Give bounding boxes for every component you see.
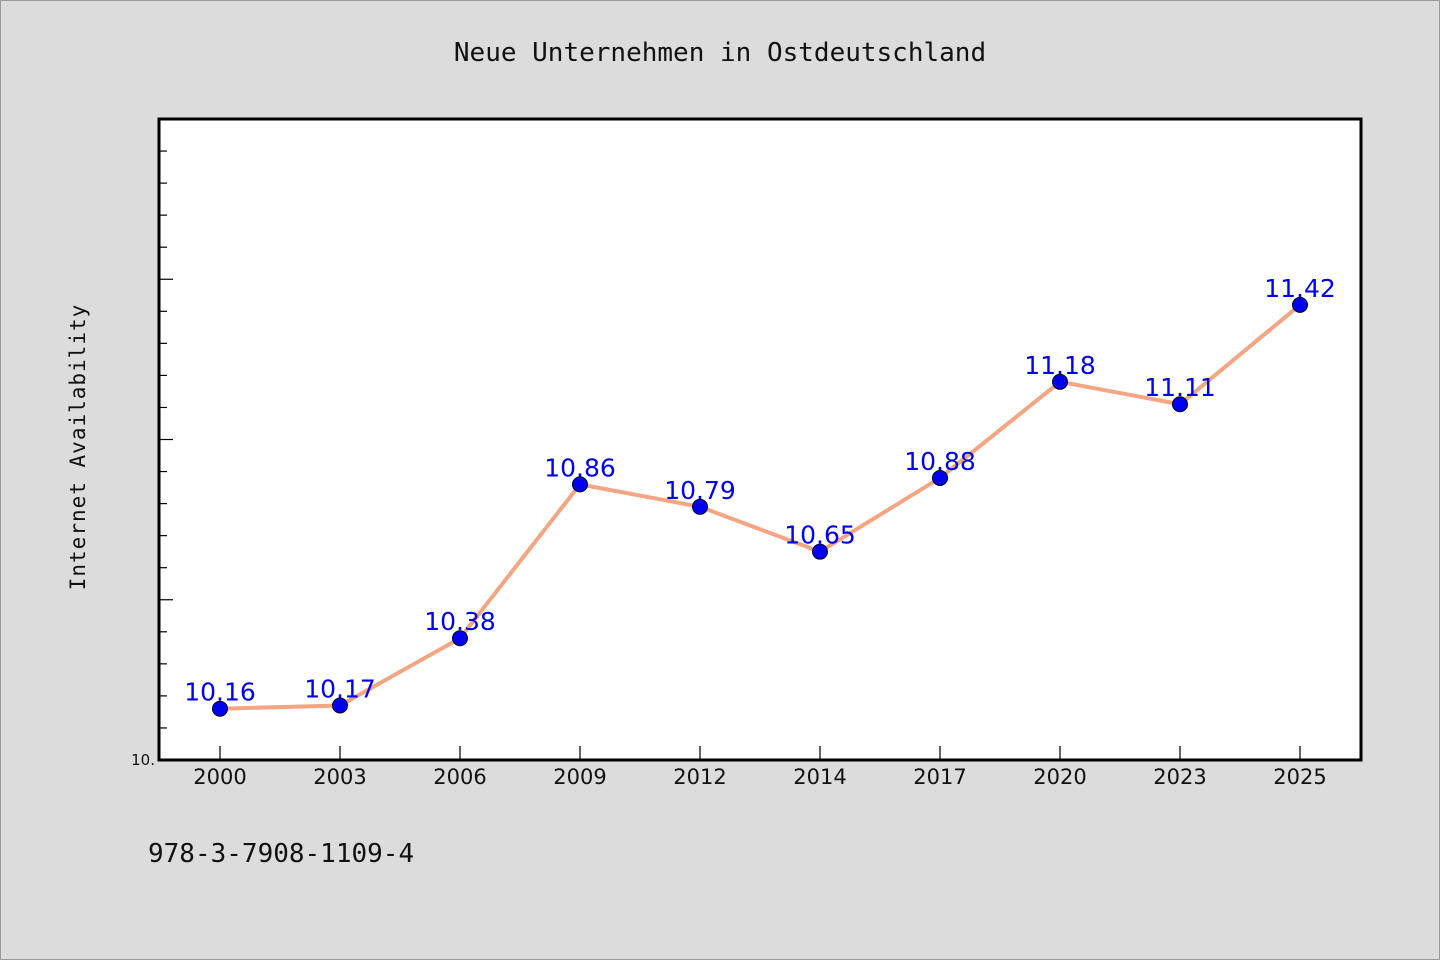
- data-point-marker: [932, 469, 948, 486]
- data-label-group: 10.16 10.17 10.38 10.86 10.79 10.65 10.88 11.18…: [184, 274, 1336, 707]
- y-axis-ticks: 10.: [131, 118, 173, 769]
- y-tick-label: 10.: [131, 751, 155, 769]
- data-label: 11.18: [1024, 351, 1096, 380]
- x-axis-ticks: 2000 2003 2006 2009 2012 2014 2017 2020 2023 2025: [193, 746, 1327, 789]
- data-label: 10.79: [664, 476, 736, 505]
- series-line-group: [212, 296, 1308, 717]
- data-label: 10.17: [304, 675, 376, 704]
- data-point-marker: [1172, 396, 1188, 413]
- data-point-marker: [1292, 296, 1308, 313]
- x-tick-label: 2020: [1033, 765, 1086, 789]
- isbn-footer: 978-3-7908-1109-4: [148, 839, 414, 869]
- data-point-marker: [332, 697, 348, 714]
- data-point-marker: [812, 543, 828, 560]
- series-line: [218, 302, 1302, 711]
- x-tick-label: 2006: [433, 765, 486, 789]
- data-point-marker: [452, 630, 468, 647]
- data-point-marker: [1052, 373, 1068, 390]
- data-label: 10.38: [424, 607, 496, 636]
- x-tick-label: 2025: [1273, 765, 1326, 789]
- x-tick-label: 2017: [913, 765, 966, 789]
- plot-area: [157, 117, 1363, 762]
- x-tick-label: 2023: [1153, 765, 1206, 789]
- x-tick-label: 2000: [193, 765, 246, 789]
- x-tick-label: 2009: [553, 765, 606, 789]
- x-tick-label: 2012: [673, 765, 726, 789]
- chart-title: Neue Unternehmen in Ostdeutschland: [454, 38, 986, 68]
- data-label: 11.42: [1264, 274, 1336, 303]
- y-axis-label: Internet Availability: [66, 304, 90, 591]
- data-label: 10.86: [544, 453, 616, 482]
- data-label: 10.16: [184, 678, 256, 707]
- data-label: 10.65: [784, 521, 856, 550]
- x-tick-label: 2014: [793, 765, 846, 789]
- data-point-marker: [692, 498, 708, 515]
- data-label: 10.88: [904, 447, 976, 476]
- data-label: 11.11: [1144, 373, 1216, 402]
- x-tick-label: 2003: [313, 765, 366, 789]
- data-point-marker: [212, 700, 228, 717]
- data-point-marker: [572, 476, 588, 493]
